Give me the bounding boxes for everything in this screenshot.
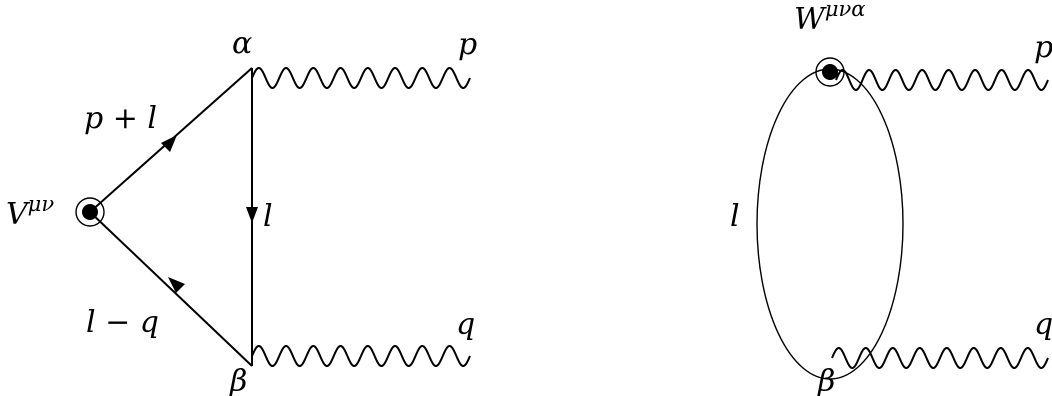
top-vertex-label: α	[232, 26, 252, 61]
fermion-loop	[756, 68, 904, 380]
vertex-dot	[82, 204, 98, 220]
photon-line-bottom	[831, 347, 1049, 369]
vertex-ring	[75, 197, 105, 227]
bottom-photon-label: q	[456, 307, 475, 342]
loop-label: l	[730, 199, 740, 234]
right-edge-label: l	[263, 199, 273, 234]
top-photon-label: p	[1034, 30, 1052, 65]
vertex-label: Vμν	[6, 192, 54, 232]
bottom-photon-label: q	[1034, 307, 1052, 342]
arrow-upper	[161, 135, 177, 152]
vertex-dot	[822, 64, 838, 80]
vertex-label: Wμνα	[794, 0, 865, 37]
vertex-ring	[815, 57, 845, 87]
photon-line-top	[251, 67, 471, 89]
bottom-vertex-label: β	[229, 364, 247, 396]
photon-line-top	[835, 69, 1049, 91]
bottom-vertex-label: β	[817, 364, 835, 396]
arrow-lower	[168, 277, 185, 293]
arrow-right	[246, 207, 258, 223]
top-photon-label: p	[458, 27, 477, 62]
triangle-diagram: Vμν p + l l − q l α β p q	[6, 26, 477, 396]
photon-line-bottom	[251, 345, 471, 367]
bubble-diagram: Wμνα l β p q	[730, 0, 1052, 396]
fermion-line-lower	[89, 211, 253, 367]
upper-edge-label: p + l	[84, 101, 157, 136]
lower-edge-label: l − q	[86, 305, 159, 340]
